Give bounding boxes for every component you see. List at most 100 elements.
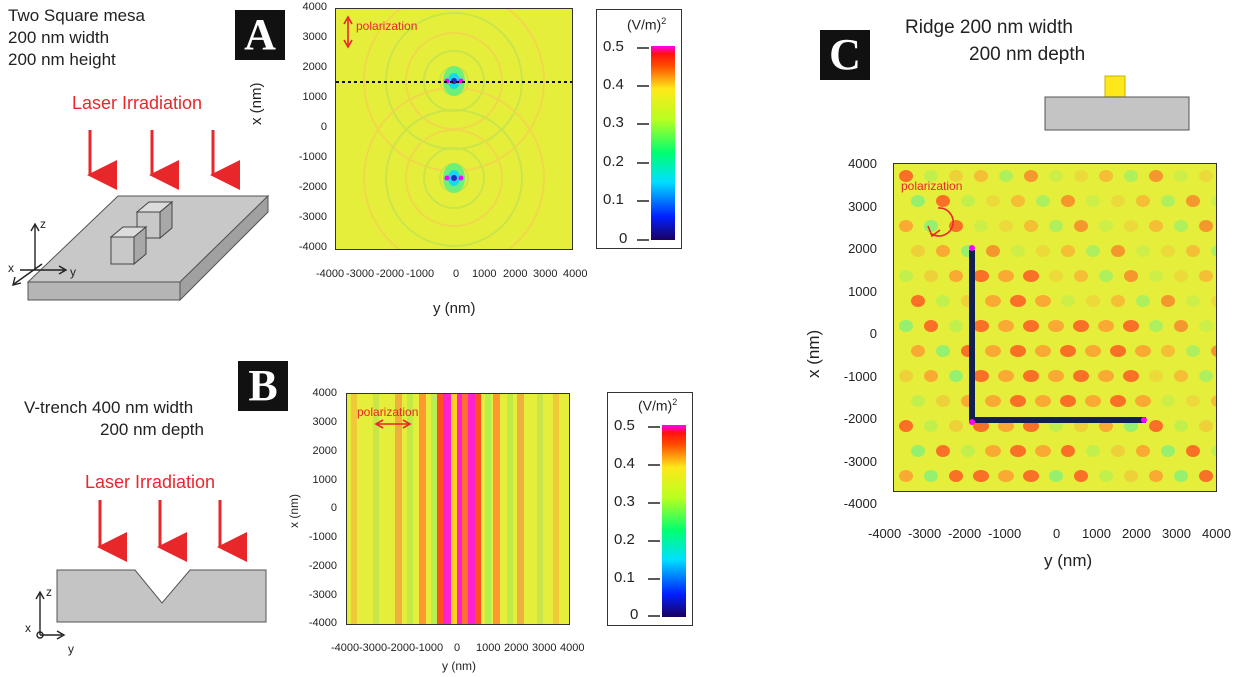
tick-label: -4000 bbox=[308, 617, 337, 629]
field-lobe bbox=[1111, 445, 1125, 457]
field-lobe bbox=[1211, 245, 1216, 257]
field-lobe bbox=[1111, 245, 1125, 257]
field-lobe bbox=[1048, 320, 1064, 332]
tick-label: -1000 bbox=[415, 642, 444, 654]
field-lobe bbox=[1136, 195, 1150, 207]
panel-a-y-axis-label: x (nm) bbox=[248, 82, 265, 126]
panel-c-caption-line-1: Ridge 200 nm width bbox=[905, 17, 1073, 38]
field-lobe bbox=[1135, 395, 1151, 407]
field-lobe bbox=[1149, 270, 1163, 282]
panel-b-colorbar-dashes bbox=[648, 426, 660, 617]
field-lobe bbox=[924, 370, 938, 382]
field-lobe bbox=[899, 420, 913, 432]
field-lobe bbox=[1023, 270, 1039, 282]
cb-tick: 0 bbox=[630, 606, 639, 623]
field-lobe bbox=[911, 345, 925, 357]
cb-tick: 0.3 bbox=[614, 493, 635, 510]
panel-b-field-map-svg bbox=[351, 394, 559, 624]
panel-a-field-map-svg bbox=[336, 9, 572, 249]
tick-label: 0 bbox=[1053, 526, 1061, 541]
field-lobe bbox=[1061, 195, 1075, 207]
tick-label: 4000 bbox=[302, 1, 327, 13]
cb-tick: 0.2 bbox=[614, 531, 635, 548]
panel-c-ridge bbox=[1104, 75, 1126, 98]
tick-label: -3000 bbox=[843, 454, 877, 469]
field-lobe bbox=[936, 295, 950, 307]
panel-b-caption-line-1: V-trench 400 nm width bbox=[24, 398, 194, 417]
panel-c-polarization-arrow bbox=[927, 207, 954, 238]
field-lobe bbox=[986, 195, 1000, 207]
field-lobe bbox=[1174, 320, 1188, 332]
field-lobe bbox=[1061, 445, 1075, 457]
tick-label: -1000 bbox=[308, 531, 337, 543]
tick-label: 4000 bbox=[560, 642, 585, 654]
panel-a-substrate bbox=[26, 194, 270, 302]
panel-b-laser-label: Laser Irradiation bbox=[85, 472, 216, 492]
panel-a-axis-letter-y: y bbox=[70, 265, 76, 279]
panel-b-axes-triad bbox=[35, 590, 66, 640]
field-lobe bbox=[1174, 220, 1188, 232]
field-lobe bbox=[1085, 395, 1101, 407]
field-lobe bbox=[936, 395, 950, 407]
field-lobe bbox=[1098, 370, 1114, 382]
panel-b-caption-line-2: 200 nm depth bbox=[100, 420, 204, 439]
field-lobe bbox=[949, 470, 963, 482]
field-lobe bbox=[1011, 245, 1025, 257]
tick-label: 3000 bbox=[302, 31, 327, 43]
field-lobe bbox=[1186, 395, 1200, 407]
field-lobe bbox=[1099, 170, 1113, 182]
cb-tick: 0.1 bbox=[603, 191, 624, 208]
field-lobe bbox=[1174, 420, 1188, 432]
panel-c-substrate bbox=[1044, 96, 1190, 131]
tick-label: -1000 bbox=[843, 369, 877, 384]
field-lobe bbox=[961, 195, 975, 207]
panel-b-colorbar-gradient bbox=[662, 425, 686, 617]
panel-b-colorbar-unit-sup: 2 bbox=[672, 397, 678, 407]
field-lobe bbox=[1074, 220, 1088, 232]
field-lobe bbox=[1149, 470, 1163, 482]
tick-label: -2000 bbox=[387, 642, 416, 654]
field-lobe bbox=[1086, 445, 1100, 457]
field-lobe bbox=[986, 245, 1000, 257]
field-lobe bbox=[1110, 345, 1126, 357]
field-lobe bbox=[1010, 395, 1026, 407]
tick-label: -2000 bbox=[308, 560, 337, 572]
field-lobe bbox=[1199, 420, 1213, 432]
field-lobe bbox=[1174, 270, 1188, 282]
field-lobe bbox=[1024, 220, 1038, 232]
field-lobe bbox=[1023, 370, 1039, 382]
field-lobe bbox=[973, 470, 989, 482]
panel-b-caption: V-trench 400 nm width 200 nm depth bbox=[24, 397, 204, 441]
field-lobe bbox=[1073, 320, 1089, 332]
tick-label: 2000 bbox=[1122, 526, 1151, 541]
field-lobe bbox=[974, 170, 988, 182]
field-lobe bbox=[899, 470, 913, 482]
panel-a-mesa-cube-front bbox=[109, 225, 148, 266]
field-lobe bbox=[911, 445, 925, 457]
field-lobe bbox=[924, 320, 938, 332]
tick-label: 1000 bbox=[312, 474, 337, 486]
field-lobe bbox=[974, 220, 988, 232]
field-lobe bbox=[1085, 345, 1101, 357]
field-lobe bbox=[998, 370, 1014, 382]
panel-a-axes-triad bbox=[12, 222, 68, 286]
field-lobe bbox=[924, 420, 938, 432]
field-lobe bbox=[1161, 245, 1175, 257]
panel-a-axis-letter-x: x bbox=[8, 261, 14, 275]
field-lobe bbox=[911, 295, 925, 307]
field-lobe bbox=[924, 470, 938, 482]
panel-a-ripples bbox=[363, 9, 545, 249]
field-lobe bbox=[1211, 295, 1216, 307]
field-lobe bbox=[949, 370, 963, 382]
field-lobe bbox=[1086, 295, 1100, 307]
panel-c-polarization-label: polarization bbox=[901, 179, 963, 193]
tick-label: 0 bbox=[454, 642, 461, 654]
tick-label: 0 bbox=[320, 121, 327, 133]
field-lobe bbox=[911, 395, 925, 407]
panel-b-y-axis-label: x (nm) bbox=[287, 494, 301, 528]
field-lobe bbox=[1024, 170, 1038, 182]
field-lobe bbox=[1099, 220, 1113, 232]
field-lobe bbox=[1074, 470, 1088, 482]
tick-label: 0 bbox=[453, 268, 460, 280]
panel-c-caption-line-2: 200 nm depth bbox=[969, 44, 1086, 65]
